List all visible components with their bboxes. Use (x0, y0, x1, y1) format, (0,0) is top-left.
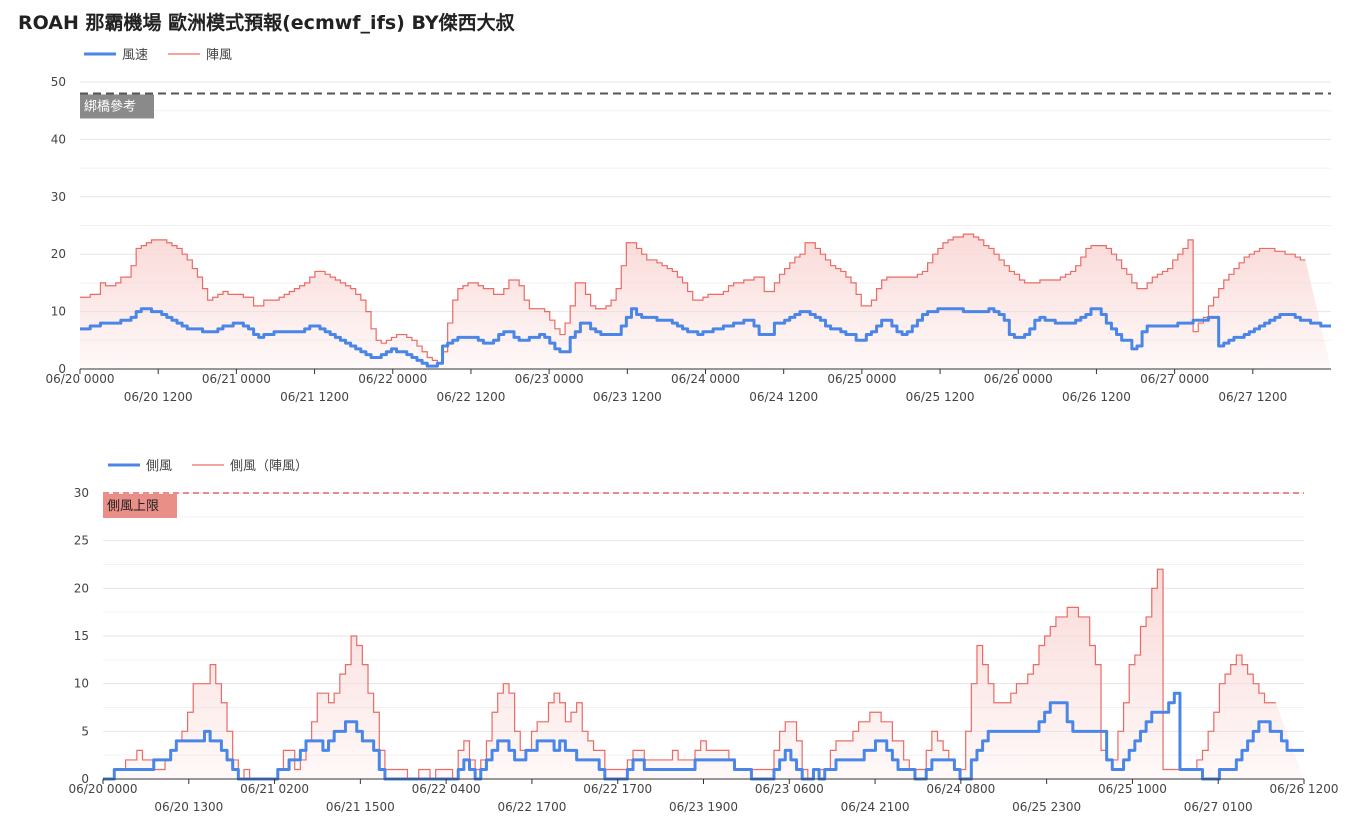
y-axis-ticks: 0 5 10 15 20 25 30 (74, 486, 89, 786)
x-tick-label: 06/24 1200 (749, 390, 818, 404)
x-tick-label: 06/22 1700 (583, 782, 652, 796)
y-tick-label: 20 (74, 581, 89, 595)
y-axis-ticks: 0 10 20 30 40 50 (51, 75, 66, 376)
x-tick-label: 06/25 2300 (1012, 800, 1081, 814)
x-tick-label: 06/23 0000 (515, 372, 584, 386)
x-tick-label: 06/21 0200 (240, 782, 309, 796)
x-tick-label: 06/23 1200 (593, 390, 662, 404)
y-tick-label: 25 (74, 534, 89, 548)
legend[interactable]: 風速 陣風 (84, 48, 232, 63)
wind-series-line (80, 307, 1331, 368)
wind-series-line (103, 691, 1304, 781)
reference-label-bg (103, 494, 177, 518)
x-tick-label: 06/20 0000 (46, 372, 115, 386)
x-tick-label: 06/25 1000 (1098, 782, 1167, 796)
y-tick-label: 10 (74, 677, 89, 691)
y-tick-label: 40 (51, 132, 66, 146)
x-tick-label: 06/24 2100 (841, 800, 910, 814)
gust-area (103, 569, 1304, 779)
legend-label: 陣風 (206, 48, 232, 63)
legend-item-wind[interactable]: 側風 (108, 459, 172, 474)
page-title: ROAH 那霸機場 歐洲模式預報(ecmwf_ifs) BY傑西大叔 (18, 12, 515, 34)
y-tick-label: 30 (74, 486, 89, 500)
x-tick-label: 06/21 0000 (202, 372, 271, 386)
x-tick-label: 06/22 0400 (412, 782, 481, 796)
y-tick-label: 10 (51, 305, 66, 319)
legend-label: 側風（陣風） (230, 459, 308, 474)
y-tick-label: 30 (51, 190, 66, 204)
x-tick-label: 06/27 0000 (1140, 372, 1209, 386)
gust-area (80, 234, 1331, 369)
x-tick-label: 06/20 0000 (69, 782, 138, 796)
x-tick-label: 06/23 1900 (669, 800, 738, 814)
x-tick-label: 06/22 0000 (358, 372, 427, 386)
y-tick-label: 50 (51, 75, 66, 89)
x-tick-label: 06/22 1200 (436, 390, 505, 404)
x-tick-label: 06/26 1200 (1270, 782, 1339, 796)
x-tick-label: 06/23 0600 (755, 782, 824, 796)
x-tick-label: 06/26 1200 (1062, 390, 1131, 404)
x-tick-label: 06/22 1700 (497, 800, 566, 814)
x-tick-label: 06/24 0000 (671, 372, 740, 386)
legend-label: 風速 (122, 48, 148, 63)
x-tick-label: 06/26 0000 (984, 372, 1053, 386)
x-tick-label: 06/20 1200 (124, 390, 193, 404)
x-tick-label: 06/24 0800 (926, 782, 995, 796)
x-tick-label: 06/21 1500 (326, 800, 395, 814)
legend-item-wind[interactable]: 風速 (84, 48, 148, 63)
reference-label-bg (80, 94, 154, 119)
gust-series-line (80, 233, 1306, 364)
y-tick-label: 5 (81, 724, 89, 738)
x-tick-label: 06/25 0000 (827, 372, 896, 386)
wind-speed-chart: 0 10 20 30 40 50 綁橋參考 06/20 0000 06/21 0000 06/22… (46, 48, 1331, 404)
legend[interactable]: 側風 側風（陣風） (108, 459, 308, 474)
legend-item-gust[interactable]: 陣風 (168, 48, 232, 63)
reference-label: 綁橋參考 (84, 99, 136, 114)
y-tick-label: 0 (58, 362, 66, 376)
x-tick-label: 06/27 1200 (1218, 390, 1287, 404)
y-tick-label: 0 (81, 772, 89, 786)
x-axis-ticks: 06/20 0000 06/21 0200 06/22 0400 06/22 1700… (69, 779, 1339, 814)
y-tick-label: 20 (51, 247, 66, 261)
x-tick-label: 06/20 1300 (154, 800, 223, 814)
x-axis-ticks: 06/20 0000 06/21 0000 06/22 0000 06/23 0000… (46, 369, 1287, 404)
x-tick-label: 06/21 1200 (280, 390, 349, 404)
reference-label: 側風上限 (107, 499, 159, 514)
x-tick-label: 06/27 0100 (1184, 800, 1253, 814)
legend-item-gust[interactable]: 側風（陣風） (192, 459, 308, 474)
y-tick-label: 15 (74, 629, 89, 643)
x-tick-label: 06/25 1200 (906, 390, 975, 404)
legend-label: 側風 (146, 459, 172, 474)
